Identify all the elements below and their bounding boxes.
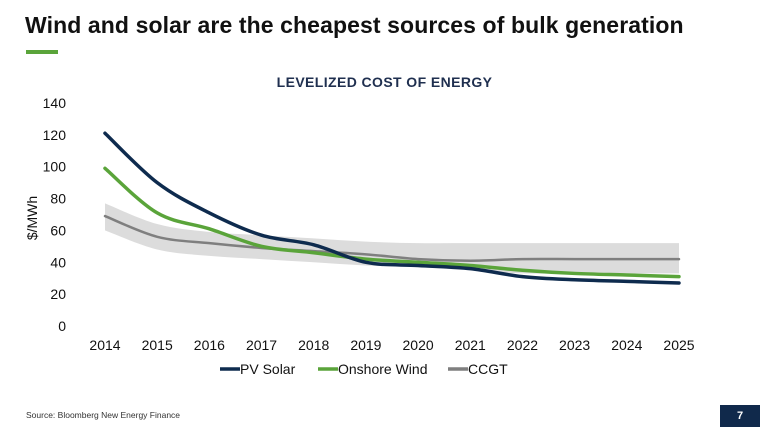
series-line-pv-solar: [103, 131, 681, 285]
y-tick-label: 80: [50, 191, 66, 207]
x-tick-label: 2024: [611, 337, 642, 353]
slide-title: Wind and solar are the cheapest sources …: [25, 12, 684, 38]
x-tick-label: 2020: [403, 337, 434, 353]
y-tick-label: 0: [58, 318, 66, 334]
source-note: Source: Bloomberg New Energy Finance: [26, 410, 181, 420]
x-tick-label: 2016: [194, 337, 225, 353]
y-axis-label: $/MWh: [24, 196, 40, 240]
x-tick-label: 2018: [298, 337, 329, 353]
legend-label: CCGT: [468, 361, 508, 377]
chart-title: LEVELIZED COST OF ENERGY: [276, 74, 493, 90]
chart-legend: PV Solar Onshore Wind CCGT: [220, 361, 508, 377]
title-accent-bar: [26, 50, 58, 54]
x-axis-ticks: 2014 2015 2016 2017 2018 2019 2020 2021 2022 2023…: [89, 337, 694, 353]
x-tick-label: 2025: [663, 337, 694, 353]
ccgt-range-band: [105, 203, 679, 274]
series-line-onshore-wind: [103, 166, 681, 279]
y-tick-label: 120: [43, 127, 67, 143]
x-tick-label: 2021: [455, 337, 486, 353]
legend-label: PV Solar: [240, 361, 296, 377]
x-tick-label: 2023: [559, 337, 590, 353]
y-tick-label: 140: [43, 95, 67, 111]
y-tick-label: 20: [50, 286, 66, 302]
y-tick-label: 60: [50, 222, 66, 238]
x-tick-label: 2019: [350, 337, 381, 353]
y-tick-label: 100: [43, 159, 67, 175]
legend-label: Onshore Wind: [338, 361, 427, 377]
y-tick-label: 40: [50, 254, 66, 270]
ccgt-range-band-layer: [105, 203, 679, 274]
series-line-ccgt: [103, 214, 681, 262]
x-tick-label: 2022: [507, 337, 538, 353]
page-number-badge: 7: [720, 405, 760, 427]
y-axis-ticks: 0 20 40 60 80 100 120 140: [43, 95, 67, 334]
x-tick-label: 2017: [246, 337, 277, 353]
series-lines: [103, 131, 681, 285]
x-tick-label: 2015: [142, 337, 173, 353]
x-tick-label: 2014: [89, 337, 120, 353]
